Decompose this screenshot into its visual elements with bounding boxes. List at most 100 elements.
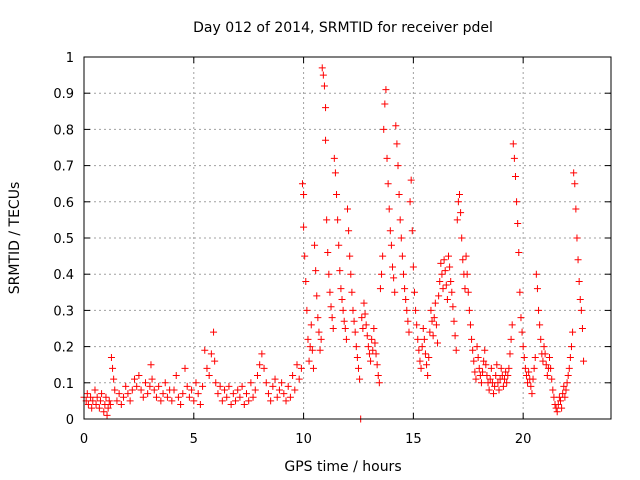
data-point <box>335 241 343 249</box>
data-point <box>223 393 231 401</box>
data-point <box>249 393 257 401</box>
data-point <box>434 339 442 347</box>
data-point <box>556 397 564 405</box>
data-point <box>319 71 327 79</box>
data-point <box>103 411 111 419</box>
data-point <box>403 306 411 314</box>
data-point <box>371 339 379 347</box>
data-point <box>227 401 235 409</box>
data-point <box>174 393 182 401</box>
data-point <box>495 386 503 394</box>
data-point <box>483 372 491 380</box>
data-point <box>207 350 215 358</box>
data-point <box>351 328 359 336</box>
data-point <box>457 209 465 217</box>
data-point <box>221 386 229 394</box>
data-point <box>329 325 337 332</box>
data-point <box>161 379 169 387</box>
data-point <box>363 332 371 340</box>
data-point <box>417 364 425 372</box>
data-point <box>312 267 320 275</box>
data-point <box>247 379 255 387</box>
data-point <box>416 357 424 365</box>
data-point <box>344 205 351 213</box>
data-point <box>429 332 437 340</box>
data-point <box>397 234 405 242</box>
data-point <box>407 176 415 184</box>
chart-title: Day 012 of 2014, SRMTID for receiver pde… <box>193 20 493 36</box>
x-tick-label: 15 <box>405 432 422 447</box>
data-point <box>115 390 123 398</box>
data-point <box>293 361 301 369</box>
data-point <box>423 361 431 369</box>
data-point <box>482 361 490 369</box>
data-point <box>139 393 147 401</box>
data-point <box>159 390 167 398</box>
y-tick-label: 0.6 <box>53 196 74 211</box>
data-point <box>359 325 367 332</box>
data-point <box>425 353 433 361</box>
data-point <box>501 375 509 383</box>
data-point <box>492 372 500 380</box>
data-point <box>300 191 308 199</box>
data-point <box>510 154 518 162</box>
data-point <box>524 379 532 387</box>
data-point <box>542 361 550 369</box>
x-tick-label: 10 <box>295 432 312 447</box>
data-point <box>194 390 202 398</box>
data-point <box>291 386 299 394</box>
data-point <box>408 227 416 235</box>
data-point <box>402 296 410 304</box>
data-point <box>131 375 139 383</box>
data-point <box>95 404 103 412</box>
data-point <box>92 401 100 409</box>
data-point <box>262 379 270 387</box>
data-point <box>430 314 438 322</box>
data-point <box>179 390 187 398</box>
data-point <box>547 364 555 372</box>
data-point <box>439 285 447 293</box>
data-point <box>306 343 314 351</box>
data-point <box>518 328 526 336</box>
data-point <box>575 277 583 285</box>
data-point <box>409 263 417 271</box>
data-point <box>384 180 392 188</box>
data-point <box>303 306 311 314</box>
data-point <box>490 390 498 398</box>
data-point <box>480 357 488 365</box>
data-point <box>454 198 462 206</box>
data-point <box>342 335 350 343</box>
data-point <box>450 317 458 325</box>
data-point <box>393 140 401 148</box>
data-point <box>307 321 315 329</box>
data-point <box>573 234 581 242</box>
data-point <box>289 372 297 380</box>
data-point <box>128 386 136 394</box>
data-point <box>318 64 326 72</box>
data-point <box>309 364 317 372</box>
data-point <box>576 296 584 304</box>
data-point <box>470 357 478 365</box>
data-point <box>465 306 473 314</box>
data-point <box>525 368 533 376</box>
data-point <box>225 382 233 390</box>
data-point <box>395 191 403 199</box>
data-point <box>150 386 158 394</box>
data-point <box>120 393 128 401</box>
data-point <box>438 270 446 278</box>
data-point <box>392 122 400 130</box>
data-point <box>401 285 409 293</box>
data-point <box>426 328 434 336</box>
data-point <box>476 372 484 380</box>
data-point <box>466 321 474 329</box>
data-point <box>412 306 420 314</box>
data-point <box>376 285 384 293</box>
data-point <box>313 292 321 300</box>
data-point <box>93 393 101 401</box>
data-point <box>137 386 145 394</box>
data-point <box>267 397 275 405</box>
data-point <box>427 306 435 314</box>
data-point <box>181 364 189 372</box>
data-point <box>532 270 540 278</box>
data-point <box>260 364 268 372</box>
